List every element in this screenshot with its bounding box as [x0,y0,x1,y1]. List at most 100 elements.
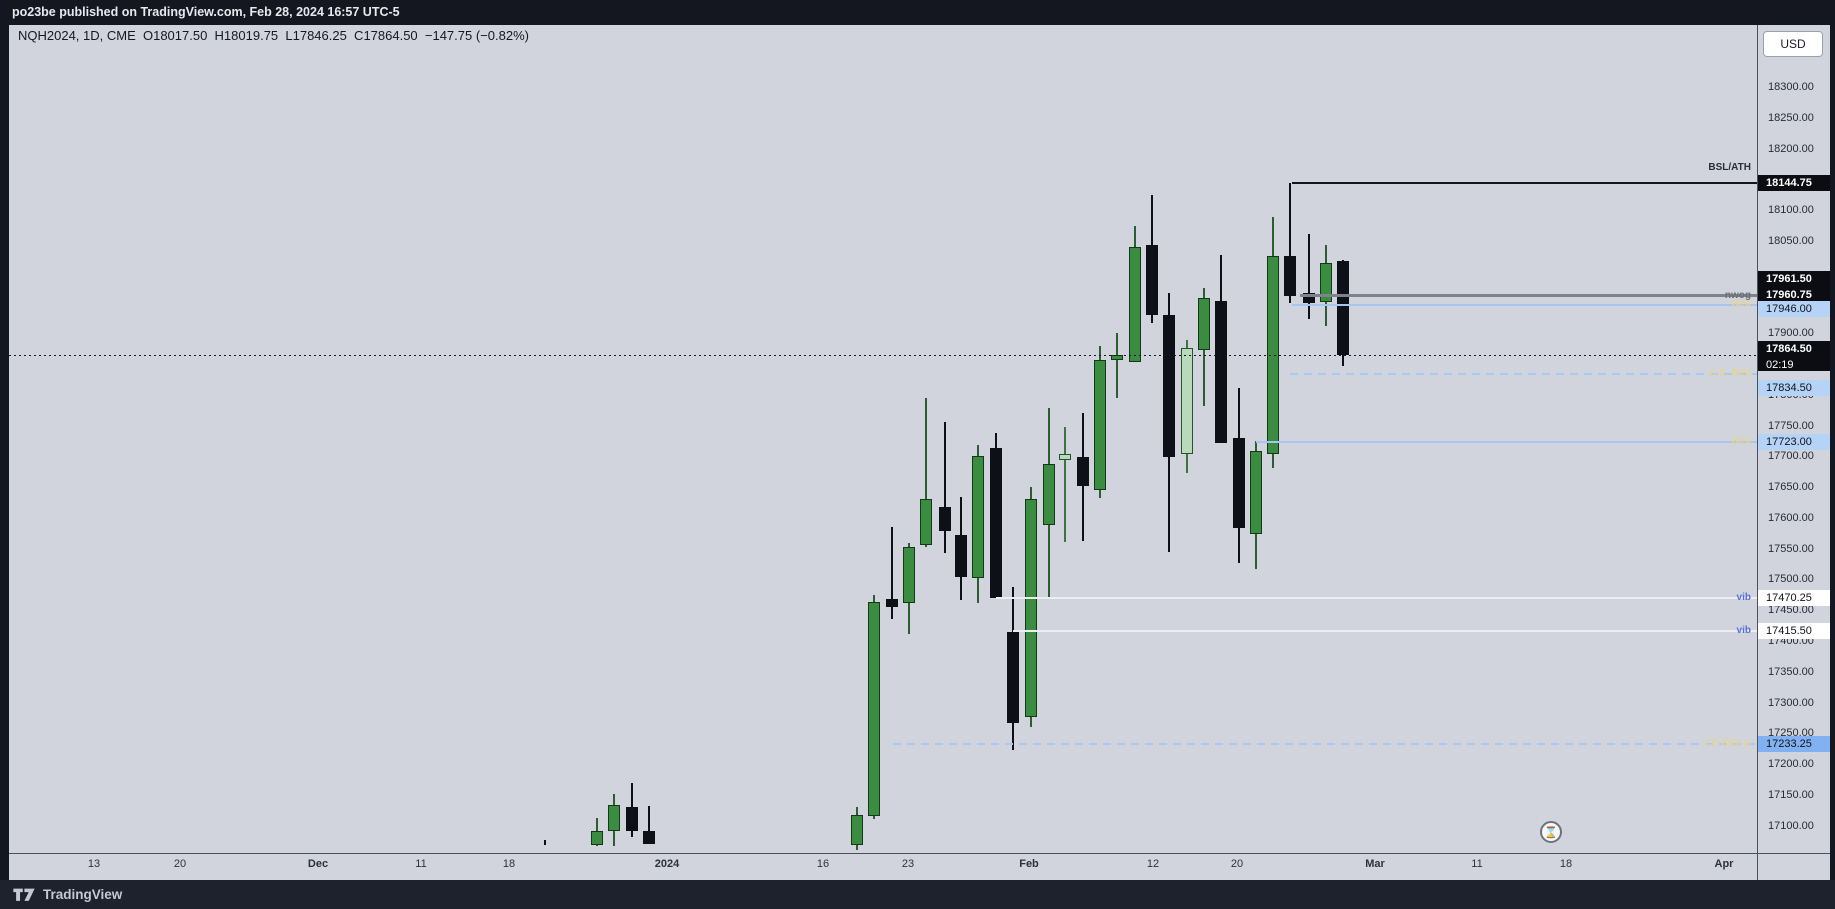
tradingview-logo-icon[interactable] [12,887,36,902]
time-tick: 2024 [654,858,680,870]
candle-body [1059,453,1071,460]
price-tick: 17300.00 [1768,696,1814,709]
price-tick: 17200.00 [1768,758,1814,771]
published-banner: po23be published on TradingView.com, Feb… [0,0,1835,25]
level-label: BISI [1731,298,1751,310]
level-label: C.E. BISI [1709,367,1751,379]
price-tick: 18250.00 [1768,111,1814,124]
time-tick: Mar [1365,858,1385,870]
time-tick: 20 [173,858,187,870]
price-axis[interactable] [1758,25,1830,853]
candle-body [1025,499,1037,718]
time-tick: 23 [901,858,915,870]
candle-tick [544,840,546,846]
candle-body [972,455,984,578]
level-line-bsl-ath [1292,181,1757,184]
candle-body [1233,437,1245,528]
price-tick: 17100.00 [1768,819,1814,832]
candle-body [1163,314,1175,457]
time-tick: 13 [87,858,101,870]
price-tick: 17600.00 [1768,511,1814,524]
level-label: nwog [1724,289,1751,301]
level-line-vib [1013,630,1757,633]
candle-body [1129,247,1141,362]
price-badge: 17723.00 [1758,434,1830,450]
time-tick: 11 [1471,858,1483,870]
level-line-ce-bisi-w [893,742,1757,745]
candle-wick [1064,426,1066,543]
candle-body [955,534,967,577]
candle-body [1181,348,1193,454]
price-badge: 17470.25 [1758,590,1830,606]
candle-body [1111,355,1123,360]
price-tick: 17650.00 [1768,481,1814,494]
level-label: CE BISI w [1704,737,1751,749]
price-tick: 17750.00 [1768,419,1814,432]
currency-label: USD [1780,37,1806,51]
time-tick: 16 [816,858,830,870]
candle-wick [1116,332,1118,398]
price-tick: 17700.00 [1768,450,1814,463]
candle-wick [925,397,927,547]
candle-body [903,546,915,603]
candle-body [626,807,638,832]
price-badge-value: 17961.50 [1766,273,1812,285]
tradingview-brand-text[interactable]: TradingView [43,887,123,902]
price-badge-value: 17723.00 [1766,436,1812,448]
chart-pane[interactable] [9,25,1830,880]
price-tick: 17450.00 [1768,604,1814,617]
price-tick: 18200.00 [1768,142,1814,155]
candle-body [608,805,620,832]
time-tick: Dec [307,858,329,870]
price-badge: 17415.50 [1758,623,1830,639]
price-tick: 18050.00 [1768,234,1814,247]
time-tick: Feb [1019,858,1039,870]
hourglass-icon[interactable]: ⌛ [1540,821,1562,843]
candle-body [868,601,880,817]
candle-body [591,830,603,846]
candle-body [1043,463,1055,525]
candle-body [1284,255,1296,296]
candle-wick [1308,234,1310,319]
time-axis[interactable] [9,854,1757,880]
countdown-timer: 02:19 [1766,359,1794,371]
candle-body [1303,292,1315,304]
candle-wick [891,526,893,619]
symbol-ohlc-legend[interactable]: NQH2024, 1D, CME O18017.50 H18019.75 L17… [18,28,529,43]
price-badge-value: 17233.25 [1766,738,1812,750]
price-tick: 18300.00 [1768,81,1814,93]
candle-body [1007,631,1019,724]
price-axis-separator [1757,25,1758,880]
time-tick: Apr [1714,858,1734,870]
time-tick: 20 [1230,858,1244,870]
candle-body [920,498,932,545]
published-banner-text: po23be published on TradingView.com, Feb… [12,5,400,19]
price-badge: 17864.50 02:19 [1758,341,1830,371]
price-badge: 17961.50 [1758,271,1830,287]
price-badge: 17946.00 [1758,301,1830,317]
price-tick: 17500.00 [1768,573,1814,586]
level-line-bisi [1256,441,1757,444]
candle-wick [1289,182,1291,304]
price-badge: 17960.75 [1758,287,1830,303]
currency-toggle-button[interactable]: USD [1763,31,1823,57]
price-badge-value: 18144.75 [1766,177,1812,189]
price-badge-value: 17960.75 [1766,289,1812,301]
footer-bar: TradingView [0,880,1835,909]
level-label: BSL/ATH [1708,161,1751,173]
candle-body [1077,456,1089,487]
level-line-current-price [9,354,1757,356]
candle-body [1337,260,1349,356]
candle-wick [944,422,946,553]
price-badge-value: 17834.50 [1766,382,1812,394]
time-tick: 11 [415,858,427,870]
price-tick: 17550.00 [1768,542,1814,555]
price-badge-value: 17415.50 [1766,625,1812,637]
level-label: vib [1736,591,1751,603]
candle-body [1146,244,1158,315]
price-tick: 17900.00 [1768,327,1814,340]
candle-body [990,447,1002,598]
candle-body [1094,359,1106,490]
level-label: vib [1736,625,1751,637]
time-tick: 18 [1559,858,1573,870]
